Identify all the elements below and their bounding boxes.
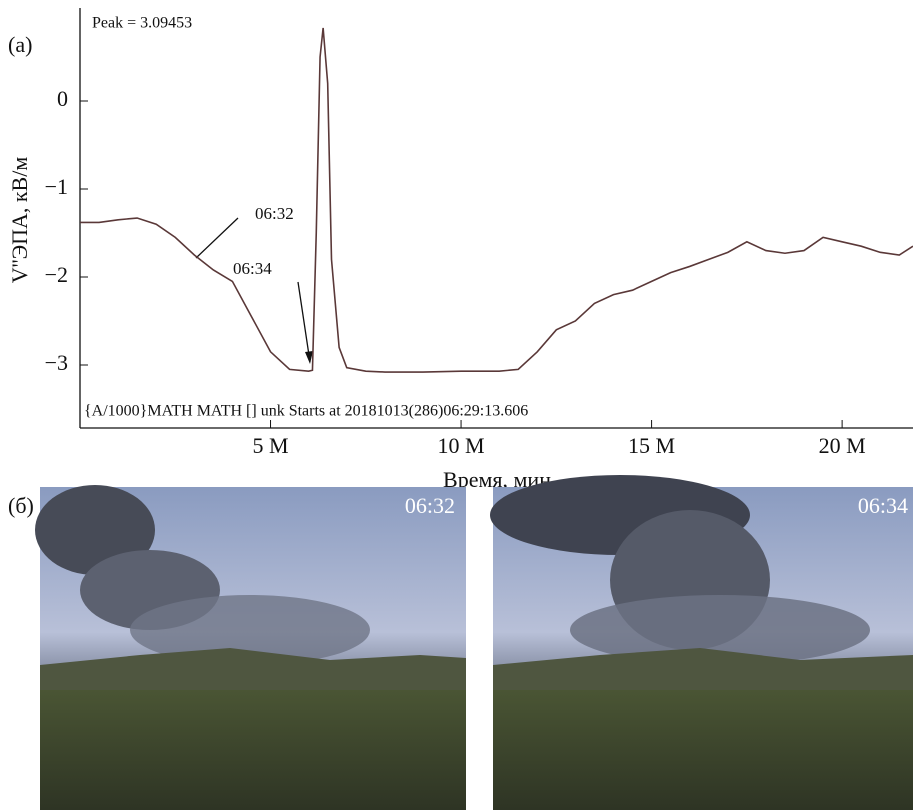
photo [35,485,466,810]
y-tick-label: −2 [45,262,68,287]
y-tick-label: −1 [45,174,68,199]
arrow [297,281,311,363]
photo [490,475,913,810]
panel-label: (a) [8,32,32,57]
x-tick-label: 10 M [438,433,485,458]
x-tick-label: 5 M [252,433,288,458]
timestamp: 06:34 [858,493,908,518]
arrow [195,217,239,259]
annotation: 06:32 [255,204,294,223]
annotation: Peak = 3.09453 [92,15,192,32]
annotation: {A/1000}MATH MATH [] unk Starts at 20181… [84,403,528,420]
arrow-head [305,351,313,364]
y-tick-label: −3 [45,350,68,375]
y-tick-label: 0 [57,86,68,111]
timestamp: 06:32 [405,493,455,518]
x-tick-label: 15 M [628,433,675,458]
x-tick-label: 20 M [819,433,866,458]
y-axis-label: V''ЭПА, кВ/м [7,157,32,284]
panel-label: (б) [8,493,34,518]
data-line [80,27,913,373]
annotation: 06:34 [233,259,272,278]
